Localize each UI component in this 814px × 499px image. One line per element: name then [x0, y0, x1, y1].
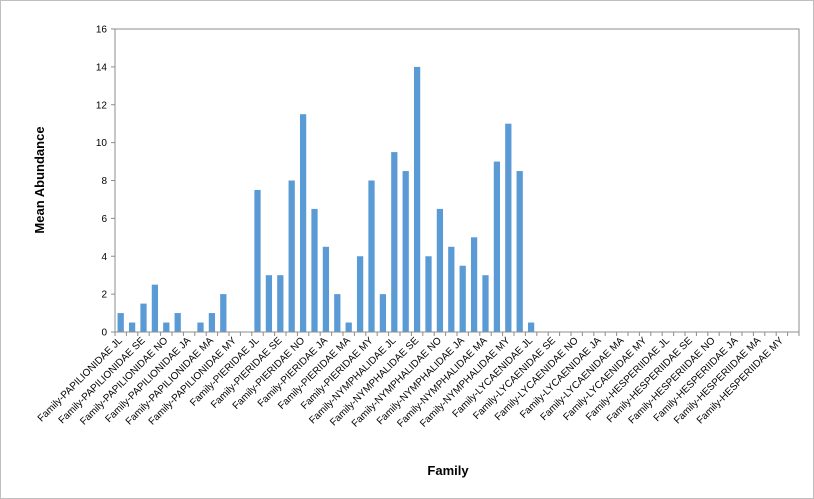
bar	[174, 313, 181, 332]
y-axis-title: Mean Abundance	[32, 126, 47, 233]
plot-area-border	[114, 28, 800, 333]
bar	[322, 246, 330, 332]
y-tick-label: 0	[101, 328, 107, 339]
bar	[391, 152, 398, 332]
bar	[368, 180, 375, 332]
bar	[140, 303, 147, 332]
y-tick-label: 8	[101, 176, 107, 187]
x-ticks-group: Family-PAPILIONIDAE JLFamily-PAPILIONIDA…	[36, 332, 800, 430]
bar	[413, 66, 421, 332]
bar	[527, 322, 535, 332]
bar	[254, 189, 261, 332]
bar	[208, 313, 216, 332]
y-tick-label: 14	[96, 62, 108, 73]
bar	[299, 114, 307, 332]
bar	[220, 294, 227, 332]
y-tick-label: 6	[101, 214, 107, 225]
bar	[345, 322, 352, 332]
y-tick-label: 16	[96, 25, 108, 36]
bar	[356, 256, 364, 332]
bar	[493, 161, 501, 332]
bar	[288, 180, 295, 332]
y-ticks-group: 0 2 4 6 8 10 12 14 16	[96, 25, 115, 339]
bar	[470, 237, 478, 332]
bar	[117, 313, 124, 332]
bars-group	[117, 66, 535, 332]
x-axis-title: Family	[427, 463, 469, 478]
bar	[163, 322, 170, 332]
bar	[128, 322, 136, 332]
bar	[334, 294, 341, 332]
bar	[459, 265, 466, 332]
bar	[311, 208, 318, 332]
bar	[425, 256, 432, 332]
bar	[516, 171, 523, 332]
bar	[277, 275, 284, 332]
bar	[482, 275, 489, 332]
bar	[402, 171, 409, 332]
bar	[197, 322, 204, 332]
bar	[448, 246, 455, 332]
bar	[265, 275, 273, 332]
bar	[379, 294, 387, 332]
y-tick-label: 2	[101, 290, 107, 301]
y-tick-label: 12	[96, 100, 108, 111]
bar	[436, 208, 444, 332]
y-tick-label: 10	[96, 138, 108, 149]
bar	[505, 123, 512, 332]
y-tick-label: 4	[101, 252, 107, 263]
bar	[151, 284, 159, 332]
